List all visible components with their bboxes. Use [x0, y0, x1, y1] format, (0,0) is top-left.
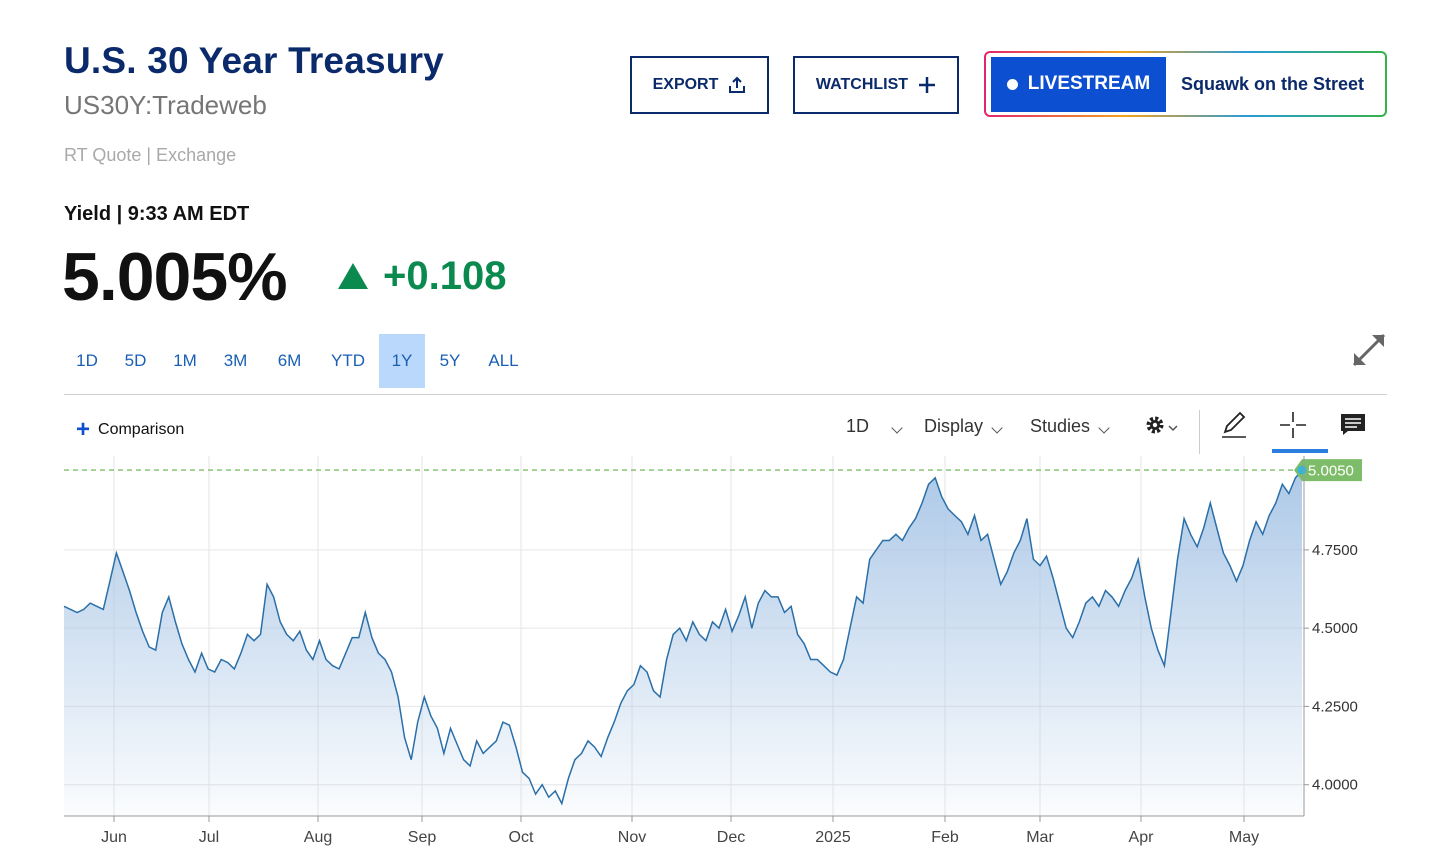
range-all[interactable]: ALL — [488, 351, 519, 370]
livestream-button[interactable]: LIVESTREAM — [991, 56, 1166, 112]
crosshair-active-indicator — [1272, 449, 1328, 453]
comment-icon[interactable] — [1338, 410, 1368, 440]
crosshair-icon[interactable] — [1278, 410, 1308, 440]
x-tick-label: Mar — [1026, 829, 1054, 846]
y-tick-label: 4.0000 — [1312, 777, 1358, 794]
watchlist-label: WATCHLIST — [815, 76, 909, 93]
yield-value: 5.005% — [62, 239, 288, 315]
current-price-dot — [1297, 465, 1307, 475]
range-6m[interactable]: 6M — [277, 351, 302, 370]
x-tick-label: Feb — [931, 829, 959, 846]
pencil-icon[interactable] — [1219, 410, 1249, 440]
x-tick-label: Dec — [717, 829, 745, 846]
symbol-subtitle: US30Y:Tradeweb — [64, 90, 267, 120]
livestream-label: LIVESTREAM — [1027, 73, 1151, 94]
x-tick-label: May — [1229, 829, 1259, 846]
x-tick-label: Sep — [408, 829, 437, 846]
range-5d[interactable]: 5D — [124, 351, 147, 370]
y-tick-label: 4.7500 — [1312, 542, 1358, 559]
livestream-show-title[interactable]: Squawk on the Street — [1181, 73, 1365, 94]
range-ytd[interactable]: YTD — [331, 351, 365, 370]
comparison-button[interactable]: + Comparison — [76, 416, 185, 443]
x-tick-label: Jul — [199, 829, 219, 846]
export-button[interactable]: EXPORT — [630, 56, 769, 114]
interval-dropdown[interactable]: 1D — [846, 416, 903, 437]
interval-label: 1D — [846, 416, 870, 436]
comparison-label: Comparison — [98, 421, 185, 438]
display-dropdown[interactable]: Display — [924, 416, 1003, 437]
quote-source: RT Quote | Exchange — [64, 145, 237, 165]
x-axis-ticks: Jun Jul Aug Sep Oct Nov Dec 2025 Feb Mar Apr May — [101, 816, 1259, 846]
yield-change: +0.108 — [383, 254, 507, 298]
x-tick-label: Apr — [1129, 829, 1155, 846]
range-1m[interactable]: 1M — [173, 351, 197, 370]
export-label: EXPORT — [652, 76, 719, 93]
current-price-tag: 5.0050 — [1294, 459, 1362, 482]
watchlist-button[interactable]: WATCHLIST — [793, 56, 959, 114]
studies-label: Studies — [1030, 416, 1091, 436]
page-title: U.S. 30 Year Treasury — [64, 40, 444, 81]
live-dot-icon — [1006, 78, 1018, 90]
x-tick-label: 2025 — [815, 829, 851, 846]
time-range-tabs: 1D 5D 1M 3M 6M YTD 1Y 5Y ALL — [64, 334, 532, 388]
display-label: Display — [924, 416, 984, 436]
studies-dropdown[interactable]: Studies — [1030, 416, 1110, 437]
livestream-banner[interactable]: LIVESTREAM Squawk on the Street — [984, 51, 1387, 117]
yield-line — [63, 469, 1303, 806]
range-1y[interactable]: 1Y — [379, 334, 425, 388]
yield-timestamp-label: Yield | 9:33 AM EDT — [64, 203, 250, 225]
y-tick-label: 4.5000 — [1312, 620, 1358, 637]
y-axis-ticks: 4.0000 4.2500 4.5000 4.7500 — [1304, 542, 1358, 794]
x-tick-label: Nov — [618, 829, 646, 846]
gear-icon — [1146, 416, 1164, 434]
current-price-label: 5.0050 — [1308, 463, 1354, 480]
x-tick-label: Jun — [101, 829, 127, 846]
x-tick-label: Aug — [304, 829, 332, 846]
range-5y[interactable]: 5Y — [439, 351, 461, 370]
share-icon — [728, 76, 746, 94]
x-tick-label: Oct — [509, 829, 534, 846]
range-3m[interactable]: 3M — [223, 351, 248, 370]
current-price-tag-shape — [1294, 459, 1362, 482]
section-divider — [64, 394, 1387, 395]
settings-dropdown[interactable] — [1143, 410, 1185, 440]
plus-icon: + — [76, 416, 91, 443]
expand-icon[interactable] — [1350, 331, 1388, 369]
y-tick-label: 4.2500 — [1312, 698, 1358, 715]
plus-icon — [918, 76, 936, 94]
toolbar-separator — [1199, 410, 1200, 454]
up-arrow-icon — [338, 263, 368, 289]
range-1d[interactable]: 1D — [76, 351, 98, 370]
yield-area — [64, 470, 1302, 816]
